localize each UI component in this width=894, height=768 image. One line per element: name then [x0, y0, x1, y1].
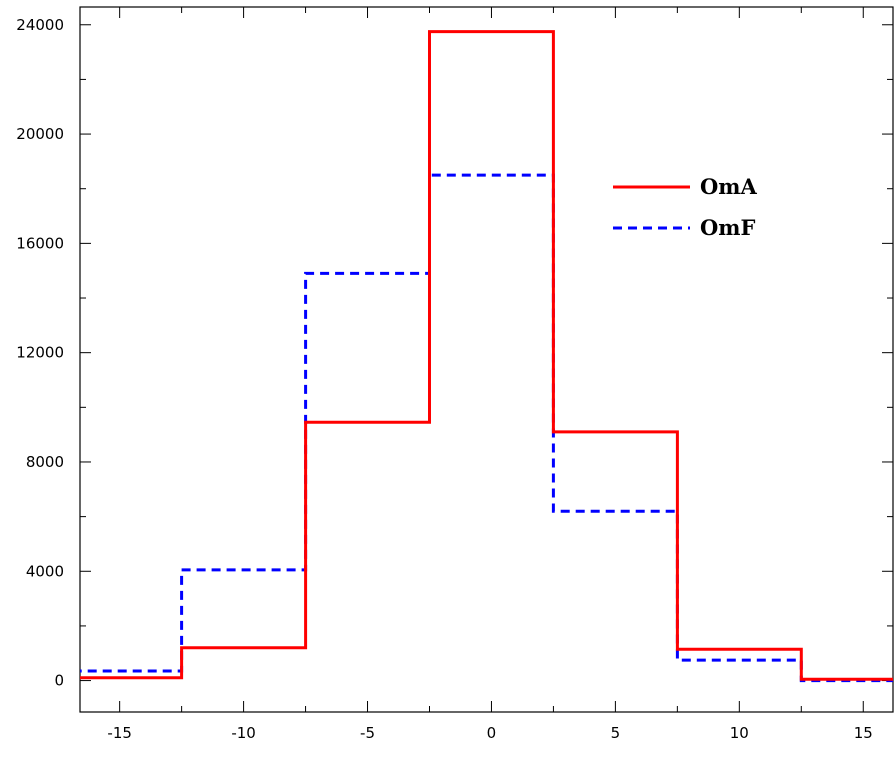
x-tick-label: -10 [231, 724, 256, 742]
y-tick-label: 16000 [16, 234, 64, 252]
x-tick-label: 5 [611, 724, 621, 742]
x-tick-label: 10 [730, 724, 749, 742]
y-tick-label: 4000 [26, 562, 64, 580]
legend-label-omf: OmF [700, 215, 756, 240]
plot-frame [79, 6, 894, 713]
y-tick-label: 12000 [16, 344, 64, 362]
series-line-omf [80, 173, 893, 683]
x-tick-label: -5 [360, 724, 375, 742]
y-tick-label: 8000 [26, 453, 64, 471]
y-tick-label: 0 [54, 672, 64, 690]
x-tick-label: -15 [107, 724, 132, 742]
y-tick-label: 20000 [16, 125, 64, 143]
legend-label-oma: OmA [700, 174, 758, 199]
series-line-oma [80, 30, 893, 681]
y-tick-label: 24000 [16, 16, 64, 34]
x-tick-label: 0 [487, 724, 497, 742]
x-tick-label: 15 [854, 724, 873, 742]
